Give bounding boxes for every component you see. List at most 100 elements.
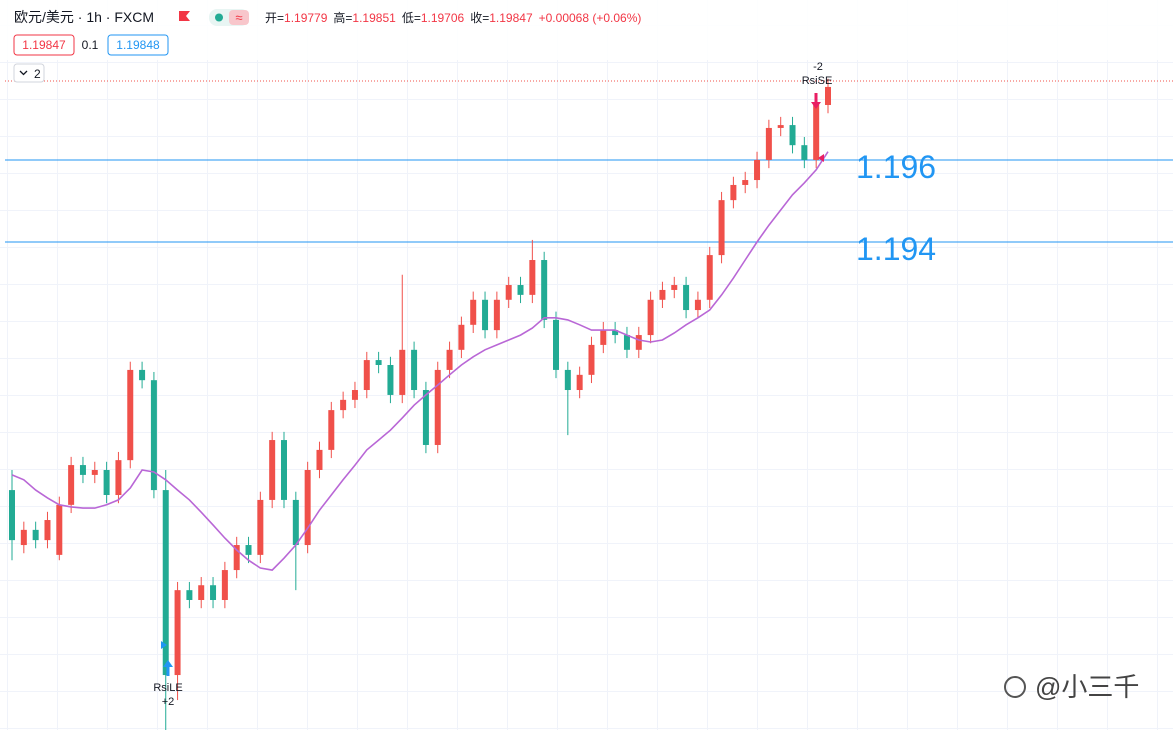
horizontal-line-label: 1.194 [856, 231, 936, 267]
signal-marker [818, 154, 824, 162]
candle-body [612, 330, 619, 336]
candle-body [210, 585, 217, 600]
signal-count: -2 [813, 61, 823, 73]
indicator-count: 2 [34, 67, 41, 81]
candle-body [115, 460, 122, 496]
candle-body [706, 255, 713, 300]
candle-body [470, 299, 477, 325]
candle-body [328, 410, 335, 450]
ohlc-label: 开= [265, 11, 284, 25]
ohlc-value: 1.19851 [352, 11, 396, 25]
candle-body [91, 469, 98, 475]
candle-body [659, 289, 666, 300]
bid-box [13, 34, 75, 56]
candle-body [517, 285, 524, 295]
signal-marker [161, 641, 167, 649]
candle-body [20, 529, 27, 546]
candle-body [422, 390, 429, 445]
candle-body [600, 330, 607, 345]
candle-body [813, 104, 820, 160]
candle-body [825, 86, 831, 105]
watermark: @小三千 [1035, 672, 1139, 702]
ask-price: 1.19848 [116, 38, 160, 52]
candle-body [493, 299, 500, 331]
candle-body [351, 390, 358, 400]
candle-body [363, 360, 370, 391]
candle-body [186, 590, 193, 600]
candle-body [777, 125, 784, 128]
candle-body [529, 260, 536, 295]
horizontal-line-label: 1.196 [856, 149, 936, 185]
candle-body [647, 299, 654, 336]
candle-body [269, 440, 276, 500]
candle-body [754, 159, 761, 181]
candle-body [718, 200, 725, 256]
signal-arrow [163, 660, 173, 676]
candle-body [446, 349, 453, 370]
candle-body [694, 299, 701, 311]
candle-body [198, 585, 205, 600]
candle-body [482, 299, 489, 331]
signal-count: +2 [162, 696, 175, 708]
candle-body [257, 499, 264, 555]
ohlc-value: 1.19779 [284, 11, 328, 25]
candle-body [221, 570, 228, 600]
candle-body [292, 499, 299, 546]
candle-body [32, 529, 39, 541]
symbol-title: 欧元/美元 · 1h · FXCM [14, 9, 154, 25]
header-bg [0, 0, 1173, 60]
candle-body [340, 399, 347, 411]
ohlc-label: 低= [402, 11, 421, 25]
candle-body [79, 465, 86, 475]
candle-body [375, 360, 382, 365]
ohlc-value: 1.19706 [421, 11, 465, 25]
status-dot [215, 13, 223, 22]
candle-body [576, 374, 583, 391]
candle-body [56, 504, 63, 555]
candle-body [44, 520, 51, 541]
candle-body [162, 490, 169, 676]
candle-body [68, 465, 75, 505]
candle-body [387, 365, 394, 395]
candle-body [399, 349, 406, 395]
candle-body [683, 285, 690, 311]
collapse-button[interactable] [13, 63, 45, 83]
candle-body [139, 369, 146, 381]
spread: 0.1 [82, 38, 99, 52]
candle-body [623, 335, 630, 350]
candle-body [564, 369, 571, 391]
signal-name: RsiSE [802, 75, 833, 87]
candle-body [541, 260, 548, 320]
price-change: +0.00068 (+0.06%) [539, 11, 642, 25]
candle-body [103, 469, 110, 496]
status-box [229, 10, 249, 25]
candle-body [174, 590, 181, 676]
bid-price: 1.19847 [22, 38, 66, 52]
candle-body [150, 380, 157, 491]
candle-body [9, 490, 15, 541]
ask-box [107, 34, 169, 56]
watermark-icon [1004, 676, 1026, 698]
candle-body [553, 319, 559, 370]
moving-average-line [11, 151, 829, 571]
candle-body [730, 184, 737, 201]
signal-arrow [811, 93, 821, 109]
candle-body [411, 349, 418, 391]
candle-body [765, 127, 772, 160]
candle-body [127, 369, 134, 461]
signal-name: RsiLE [153, 682, 182, 694]
ohlc-label: 收= [470, 11, 489, 25]
candle-body [304, 469, 311, 546]
candle-body [801, 145, 808, 160]
candle-body [635, 335, 642, 350]
status-icon: ≈ [235, 10, 242, 25]
candle-body [316, 449, 323, 470]
candle-body [281, 440, 287, 500]
candle-body [671, 285, 678, 290]
chevron [19, 70, 28, 76]
ohlc-value: 1.19847 [489, 11, 533, 25]
candle-body [233, 545, 240, 571]
candle-body [588, 344, 595, 375]
candle-body [789, 125, 796, 146]
